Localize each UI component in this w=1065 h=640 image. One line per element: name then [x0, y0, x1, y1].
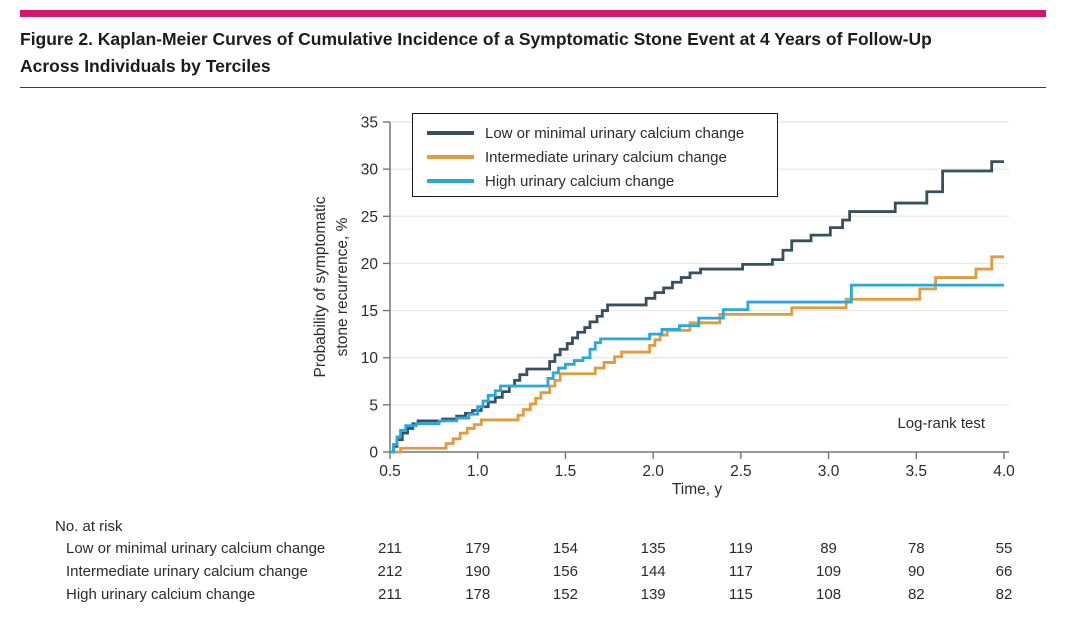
risk-row-0: Low or minimal urinary calcium change 211…: [0, 540, 1065, 562]
risk-count: 178: [465, 586, 491, 603]
legend-swatch-high: [427, 179, 474, 183]
title-divider: [20, 87, 1046, 88]
risk-count: 109: [816, 563, 842, 580]
figure-title-line-1: Figure 2. Kaplan-Meier Curves of Cumulat…: [20, 29, 932, 49]
risk-count: 211: [378, 540, 402, 557]
risk-count: 211: [378, 586, 402, 603]
legend: Low or minimal urinary calcium change In…: [412, 113, 778, 197]
risk-table-header: No. at risk: [55, 518, 123, 535]
risk-count: 144: [640, 563, 666, 580]
risk-count: 135: [640, 540, 666, 557]
risk-count: 115: [728, 586, 753, 603]
legend-label-low: Low or minimal urinary calcium change: [485, 124, 745, 142]
y-tick-label-30: 30: [361, 162, 379, 179]
risk-count: 82: [907, 586, 925, 603]
risk-count: 119: [728, 540, 753, 557]
risk-count: 90: [907, 563, 925, 580]
risk-count: 152: [552, 586, 578, 603]
accent-bar: [20, 10, 1046, 17]
risk-count: 190: [465, 563, 491, 580]
legend-swatch-low: [427, 131, 474, 135]
km-curve-0: [390, 160, 1004, 454]
y-tick-label-5: 5: [369, 397, 378, 414]
risk-count: 55: [995, 540, 1013, 557]
risk-count: 82: [995, 586, 1013, 603]
x-tick-label-2: 2.0: [642, 463, 664, 480]
legend-item-high: High urinary calcium change: [427, 169, 777, 193]
x-tick-label-1: 1.0: [467, 463, 489, 480]
y-tick-label-10: 10: [361, 350, 379, 367]
y-axis-title-line-1: Probability of symptomatic: [312, 196, 329, 378]
y-tick-label-25: 25: [361, 209, 378, 226]
x-tick-label-3: 3.0: [818, 463, 840, 480]
x-tick-label-4: 4.0: [993, 463, 1015, 480]
risk-row-1: Intermediate urinary calcium change 212 19…: [0, 563, 1065, 585]
risk-count: 89: [820, 540, 837, 557]
risk-count: 154: [552, 540, 578, 557]
legend-item-low: Low or minimal urinary calcium change: [427, 121, 777, 145]
risk-row-label: Intermediate urinary calcium change: [66, 563, 308, 580]
risk-row-2: High urinary calcium change 211 178 152 139 1…: [0, 586, 1065, 608]
x-tick-label-1.5: 1.5: [555, 463, 577, 480]
x-tick-label-3.5: 3.5: [906, 463, 928, 480]
risk-count: 66: [995, 563, 1013, 580]
legend-item-intermediate: Intermediate urinary calcium change: [427, 145, 777, 169]
km-curve-1: [390, 255, 1004, 454]
y-axis-title: Probability of symptomatic stone recurre…: [310, 122, 354, 452]
x-tick-label-0.5: 0.5: [379, 463, 401, 480]
risk-count: 212: [377, 563, 403, 580]
legend-label-high: High urinary calcium change: [485, 172, 675, 190]
figure-title-line-2: Across Individuals by Terciles: [20, 56, 271, 77]
y-tick-label-35: 35: [361, 115, 378, 132]
x-tick-label-2.5: 2.5: [730, 463, 752, 480]
risk-count: 117: [728, 563, 753, 580]
risk-count: 139: [640, 586, 666, 603]
x-axis-title: Time, y: [671, 481, 723, 498]
km-curve-2: [390, 283, 1004, 454]
risk-count: 156: [552, 563, 578, 580]
risk-row-label: High urinary calcium change: [66, 586, 256, 603]
legend-label-intermediate: Intermediate urinary calcium change: [485, 148, 727, 166]
log-rank-annotation: Log-rank test: [897, 415, 985, 432]
figure-title: Figure 2. Kaplan-Meier Curves of Cumulat…: [20, 26, 1035, 80]
y-tick-label-15: 15: [361, 303, 378, 320]
risk-count: 108: [816, 586, 842, 603]
risk-count: 78: [907, 540, 925, 557]
risk-count: 179: [465, 540, 491, 557]
legend-swatch-intermediate: [427, 155, 474, 159]
risk-row-label: Low or minimal urinary calcium change: [66, 540, 326, 557]
y-tick-label-20: 20: [361, 256, 379, 273]
y-tick-label-0: 0: [369, 445, 378, 462]
y-axis-title-line-2: stone recurrence, %: [334, 217, 351, 357]
